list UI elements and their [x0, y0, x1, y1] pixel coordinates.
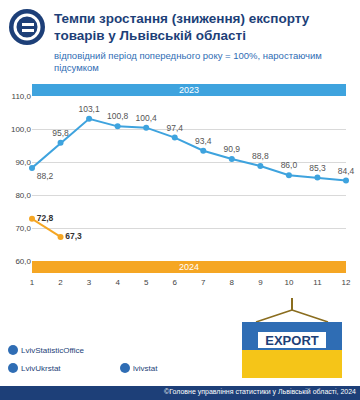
- svg-text:80,0: 80,0: [15, 191, 31, 200]
- svg-text:88,8: 88,8: [252, 151, 269, 161]
- svg-text:67,3: 67,3: [65, 231, 82, 241]
- svg-text:100,4: 100,4: [136, 113, 158, 123]
- html-text:©Головне управління статистики: ©Головне управління статистики у Львівсь…: [164, 388, 356, 395]
- svg-text:2023: 2023: [179, 85, 199, 95]
- html-text:lvivstat: lvivstat: [133, 363, 158, 373]
- svg-text:7: 7: [201, 278, 206, 287]
- svg-text:100,0: 100,0: [11, 125, 32, 134]
- svg-text:9: 9: [258, 278, 263, 287]
- html-text:Темпи зростання (зниження) екс: Темпи зростання (зниження) експорту това…: [54, 11, 310, 43]
- svg-text:85,3: 85,3: [309, 163, 326, 173]
- svg-text:100,8: 100,8: [107, 111, 129, 121]
- svg-text:2: 2: [58, 278, 63, 287]
- svg-text:6: 6: [173, 278, 178, 287]
- svg-text:1: 1: [30, 278, 35, 287]
- svg-text:2024: 2024: [179, 262, 199, 272]
- svg-text:84,4: 84,4: [338, 166, 355, 176]
- svg-text:97,4: 97,4: [166, 123, 183, 133]
- svg-text:5: 5: [144, 278, 149, 287]
- html-text:LvivStatisticOffice: LvivStatisticOffice: [21, 345, 84, 355]
- svg-text:86,0: 86,0: [281, 160, 298, 170]
- svg-text:88,2: 88,2: [37, 171, 54, 181]
- svg-text:72,8: 72,8: [37, 213, 54, 223]
- svg-text:12: 12: [342, 278, 351, 287]
- svg-text:10: 10: [284, 278, 293, 287]
- html-text:LvivUkrstat: LvivUkrstat: [21, 363, 61, 373]
- svg-text:8: 8: [230, 278, 235, 287]
- svg-text:11: 11: [313, 278, 322, 287]
- svg-text:4: 4: [115, 278, 120, 287]
- svg-text:70,0: 70,0: [15, 224, 31, 233]
- svg-text:95,8: 95,8: [52, 128, 69, 138]
- svg-text:3: 3: [87, 278, 92, 287]
- svg-text:103,1: 103,1: [78, 104, 100, 114]
- svg-text:60,0: 60,0: [15, 257, 31, 266]
- svg-text:90,9: 90,9: [224, 144, 241, 154]
- svg-text:93,4: 93,4: [195, 136, 212, 146]
- svg-text:90,0: 90,0: [15, 158, 31, 167]
- svg-text:EXPORT: EXPORT: [265, 333, 319, 348]
- svg-text:110,0: 110,0: [12, 92, 32, 101]
- html-text:відповідний період попередньог: відповідний період попереднього року = 1…: [54, 50, 322, 73]
